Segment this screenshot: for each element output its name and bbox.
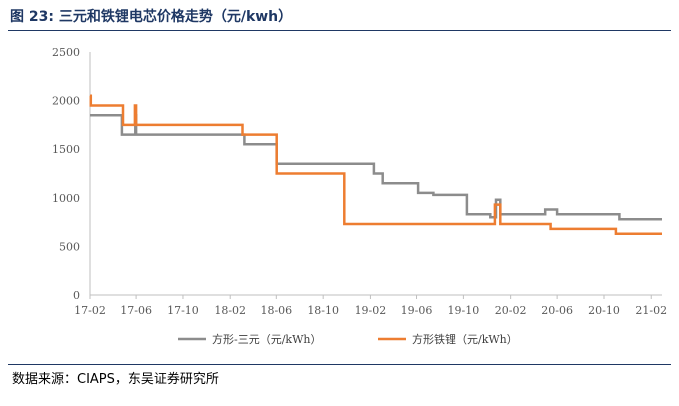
legend-label: 方形铁锂（元/kWh） xyxy=(412,332,518,346)
x-tick-label: 19-02 xyxy=(355,304,387,317)
figure-title: 图 23: 三元和铁锂电芯价格走势（元/kwh） xyxy=(10,9,293,25)
y-tick-label: 0 xyxy=(73,289,80,302)
series-lines xyxy=(89,94,662,236)
x-tick-label: 17-10 xyxy=(167,304,199,317)
legend: 方形-三元（元/kWh） 方形铁锂（元/kWh） xyxy=(178,332,518,346)
x-tick-label: 19-06 xyxy=(401,304,433,317)
legend-label: 方形-三元（元/kWh） xyxy=(212,332,321,346)
x-tick-label: 17-06 xyxy=(120,304,152,317)
header-rule xyxy=(8,30,671,31)
y-tick-label: 2500 xyxy=(52,46,80,59)
x-tick-label: 19-10 xyxy=(448,304,480,317)
data-source-note: 数据来源：CIAPS，东吴证券研究所 xyxy=(12,372,219,387)
series-line-lfp xyxy=(89,94,662,236)
y-tick-label: 1000 xyxy=(52,192,80,205)
x-tick-label: 18-02 xyxy=(214,304,246,317)
x-tick-label: 17-02 xyxy=(74,304,106,317)
x-tick-label: 20-06 xyxy=(541,304,573,317)
x-tick-label: 18-10 xyxy=(307,304,339,317)
x-tick-labels: 17-02 17-06 17-10 18-02 18-06 18-10 19-02 19-06… xyxy=(74,295,667,317)
y-tick-label: 1500 xyxy=(52,143,80,156)
x-tick-label: 20-02 xyxy=(495,304,527,317)
series-line-ternary xyxy=(90,113,662,221)
x-tick-label: 21-02 xyxy=(635,304,667,317)
y-tick-labels: 0 500 1000 1500 2000 2500 xyxy=(52,46,80,302)
price-trend-chart: 0 500 1000 1500 2000 2500 17-02 17-06 17-10 18-0… xyxy=(52,46,667,346)
x-tick-label: 18-06 xyxy=(260,304,292,317)
y-tick-label: 500 xyxy=(59,240,80,253)
y-tick-label: 2000 xyxy=(52,95,80,108)
x-tick-label: 20-10 xyxy=(588,304,620,317)
footer-rule xyxy=(8,364,671,365)
